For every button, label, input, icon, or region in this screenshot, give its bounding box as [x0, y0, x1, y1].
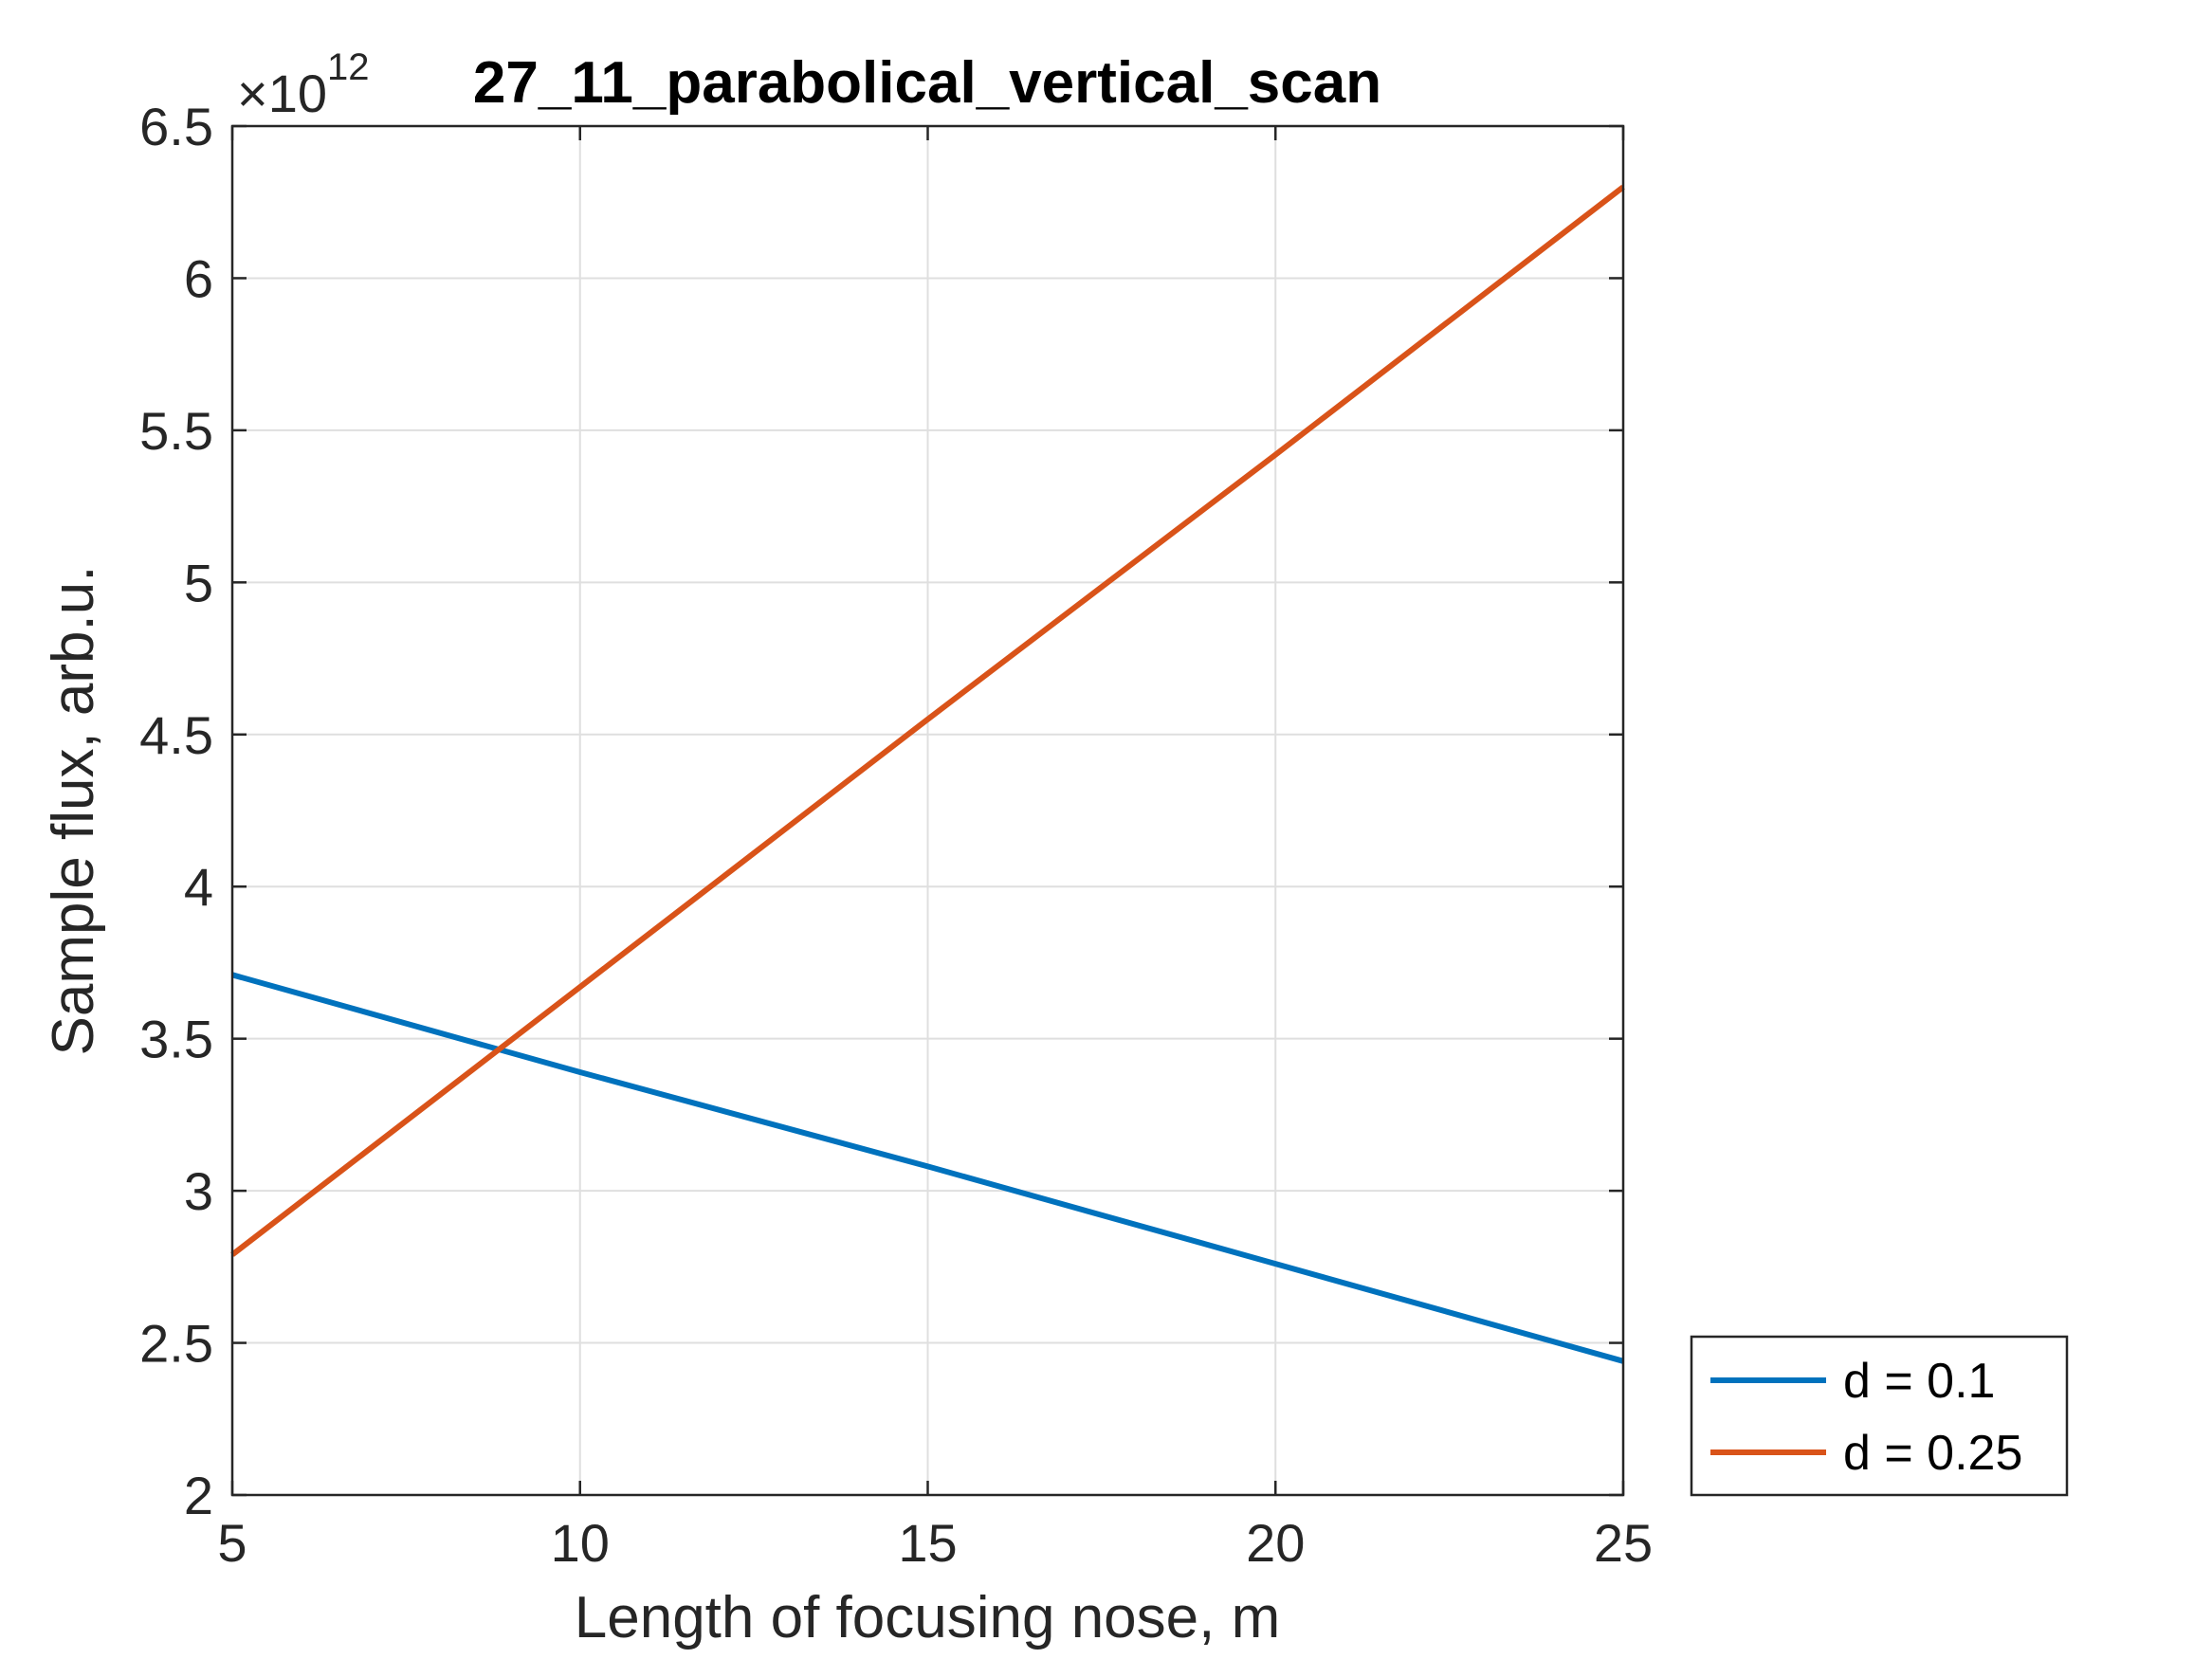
y-tick-label: 3.5 — [139, 1010, 213, 1069]
y-axis-multiplier: ×1012 — [237, 46, 370, 123]
axes-frame — [230, 124, 1625, 1497]
series-line-d-0-1 — [231, 972, 1624, 1364]
tick-labels: 5 10 15 20 25 2 2.5 3 3.5 4 4.5 5 5.5 6 6.5 — [139, 97, 1653, 1573]
y-tick-label: 4.5 — [139, 705, 213, 765]
y-tick-label: 4 — [184, 857, 213, 917]
x-axis-label: Length of focusing nose, m — [575, 1585, 1280, 1650]
y-axis-multiplier-base: ×10 — [237, 64, 327, 123]
x-tick-label: 5 — [217, 1513, 247, 1573]
y-tick-label: 2.5 — [139, 1314, 213, 1374]
y-tick-label: 2 — [184, 1466, 213, 1525]
legend-label-d-0-1: d = 0.1 — [1843, 1354, 1995, 1409]
series-line-d-0-25 — [230, 184, 1625, 1257]
y-tick-label: 5.5 — [139, 401, 213, 461]
y-tick-label: 3 — [184, 1161, 213, 1221]
legend-box — [1690, 1335, 2069, 1497]
legend-label-d-0-25: d = 0.25 — [1843, 1426, 2022, 1481]
y-tick-label: 6 — [184, 248, 213, 308]
y-axis-label: Sample flux, arb.u. — [41, 566, 106, 1056]
y-tick-label: 5 — [184, 553, 213, 612]
x-tick-label: 15 — [898, 1513, 957, 1573]
x-tick-label: 20 — [1246, 1513, 1305, 1573]
chart-title: 27_11_parabolical_vertical_scan — [473, 50, 1381, 116]
y-axis-multiplier-exponent: 12 — [327, 46, 370, 88]
x-tick-label: 10 — [551, 1513, 610, 1573]
series-lines — [230, 184, 1625, 1364]
x-tick-label: 25 — [1594, 1513, 1653, 1573]
y-tick-label: 6.5 — [139, 97, 213, 156]
legend: d = 0.1 d = 0.25 — [1690, 1335, 2069, 1497]
